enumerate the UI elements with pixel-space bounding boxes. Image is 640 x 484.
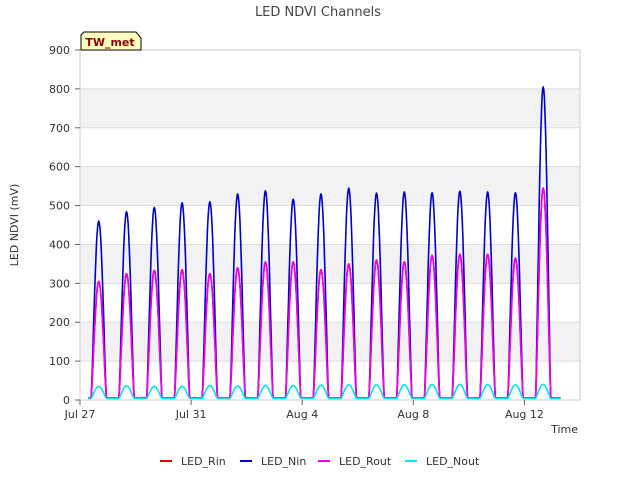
plot-band: [80, 322, 580, 362]
legend-label-led-rout: LED_Rout: [339, 455, 392, 468]
badge-shape: [80, 31, 142, 51]
legend-label-led-rin: LED_Rin: [181, 455, 226, 468]
y-tick-label: 0: [63, 394, 70, 407]
badge-label: TW_met: [85, 36, 134, 49]
x-tick-label: Aug 4: [286, 408, 318, 421]
x-tick-label: Aug 12: [505, 408, 544, 421]
legend-label-led-nin: LED_Nin: [261, 455, 306, 468]
series-lines: [88, 86, 561, 400]
station-badge: TW_met: [80, 31, 142, 51]
y-axis-label: LED NDVI (mV): [8, 184, 21, 267]
plot-frame: [79, 49, 581, 401]
plot-bands: [80, 88, 580, 362]
y-tick-label: 500: [49, 200, 70, 213]
plot-band: [80, 88, 580, 128]
chart-title: LED NDVI Channels: [255, 5, 381, 20]
y-tick-label: 700: [49, 122, 70, 135]
y-tick-label: 800: [49, 83, 70, 96]
plot-band: [80, 166, 580, 206]
x-tick-label: Jul 27: [64, 408, 96, 421]
chart-legend: LED_Rin LED_Nin LED_Rout LED_Nout: [160, 455, 480, 468]
y-tick-label: 200: [49, 316, 70, 329]
y-tick-label: 400: [49, 238, 70, 251]
y-tick-label: 300: [49, 277, 70, 290]
y-tick-label: 100: [49, 355, 70, 368]
plot-band: [80, 244, 580, 284]
legend-label-led-nout: LED_Nout: [426, 455, 480, 468]
series-line-led-nout: [88, 383, 561, 400]
x-axis-label: Time: [550, 423, 578, 436]
y-tick-label: 600: [49, 161, 70, 174]
y-axis-ticks: 0 100 200 300 400 500 600 700 800 900: [49, 44, 80, 407]
y-tick-label: 900: [49, 44, 70, 57]
x-tick-label: Aug 8: [397, 408, 429, 421]
x-tick-label: Jul 31: [175, 408, 207, 421]
x-axis-ticks: Jul 27 Jul 31 Aug 4 Aug 8 Aug 12: [64, 400, 544, 421]
